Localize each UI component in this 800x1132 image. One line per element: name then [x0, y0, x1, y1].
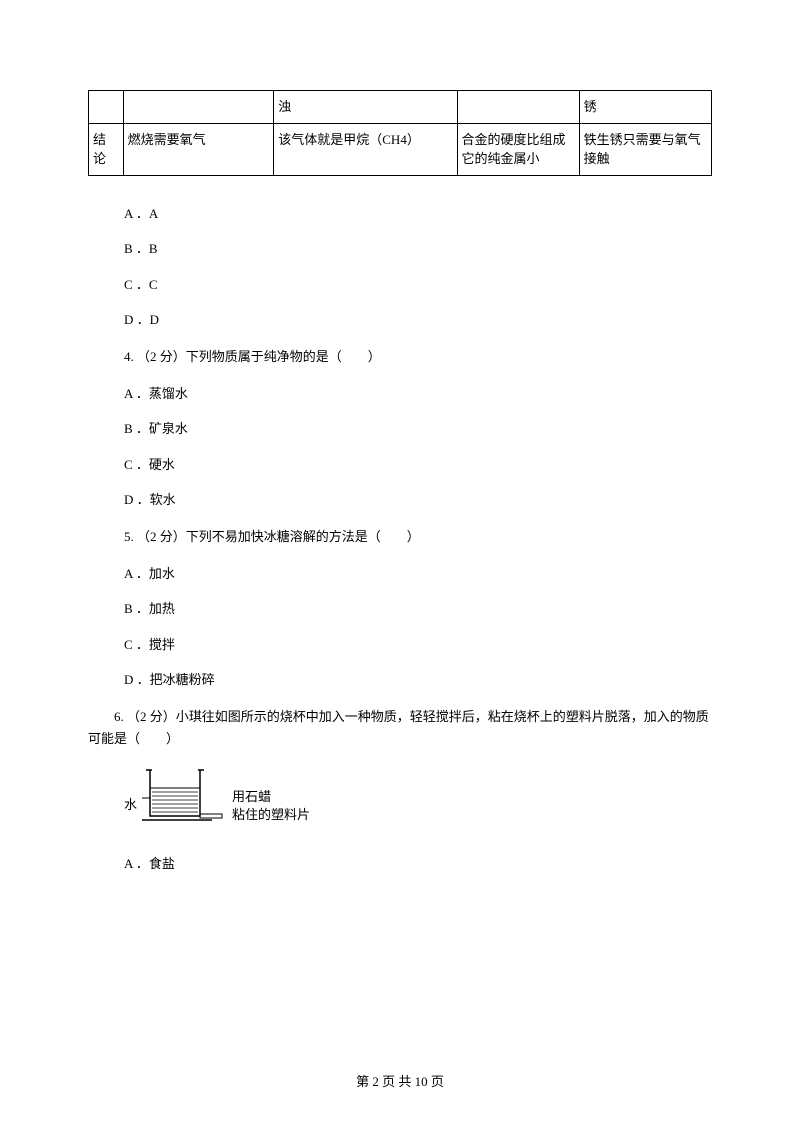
q5-option-a: A ．加水 — [124, 564, 712, 584]
cell-r1c4: 锈 — [579, 91, 711, 124]
cell-r2c0: 结论 — [89, 123, 124, 175]
q4-stem: 4. （2 分）下列物质属于纯净物的是（ ） — [124, 346, 712, 368]
cell-r2c2: 该气体就是甲烷（CH4） — [274, 123, 457, 175]
cell-r2c1: 燃烧需要氧气 — [123, 123, 274, 175]
q4-option-a: A ．蒸馏水 — [124, 384, 712, 404]
cell-r1c2: 浊 — [274, 91, 457, 124]
table-row: 浊 锈 — [89, 91, 712, 124]
figure-caption-l1: 用石蜡 — [232, 789, 271, 804]
q5-stem: 5. （2 分）下列不易加快冰糖溶解的方法是（ ） — [124, 526, 712, 548]
figure-caption: 用石蜡 粘住的塑料片 — [232, 788, 310, 824]
q3-option-c: C ．C — [124, 275, 712, 295]
q6-stem: 6. （2 分）小琪往如图所示的烧杯中加入一种物质，轻轻搅拌后，粘在烧杯上的塑料… — [88, 706, 712, 750]
q4-option-d: D ．软水 — [124, 490, 712, 510]
table-row: 结论 燃烧需要氧气 该气体就是甲烷（CH4） 合金的硬度比组成它的纯金属小 铁生… — [89, 123, 712, 175]
q4-option-c: C ．硬水 — [124, 455, 712, 475]
beaker-figure: 水 用石蜡 粘住的塑料片 — [124, 766, 384, 830]
cell-r1c0 — [89, 91, 124, 124]
water-label: 水 — [124, 794, 137, 813]
cell-r2c3: 合金的硬度比组成它的纯金属小 — [457, 123, 579, 175]
q4-option-b: B ．矿泉水 — [124, 419, 712, 439]
q3-option-d: D ．D — [124, 310, 712, 330]
beaker-icon — [142, 766, 224, 826]
experiment-table: 浊 锈 结论 燃烧需要氧气 该气体就是甲烷（CH4） 合金的硬度比组成它的纯金属… — [88, 90, 712, 176]
q3-option-b: B ．B — [124, 239, 712, 259]
cell-r2c4: 铁生锈只需要与氧气接触 — [579, 123, 711, 175]
q6-option-a: A ．食盐 — [124, 854, 712, 874]
q5-option-d: D ．把冰糖粉碎 — [124, 670, 712, 690]
figure-caption-l2: 粘住的塑料片 — [232, 807, 310, 822]
q5-option-c: C ．搅拌 — [124, 635, 712, 655]
q3-option-a: A ．A — [124, 204, 712, 224]
q5-option-b: B ．加热 — [124, 599, 712, 619]
cell-r1c1 — [123, 91, 274, 124]
page-footer: 第 2 页 共 10 页 — [0, 1071, 800, 1090]
cell-r1c3 — [457, 91, 579, 124]
